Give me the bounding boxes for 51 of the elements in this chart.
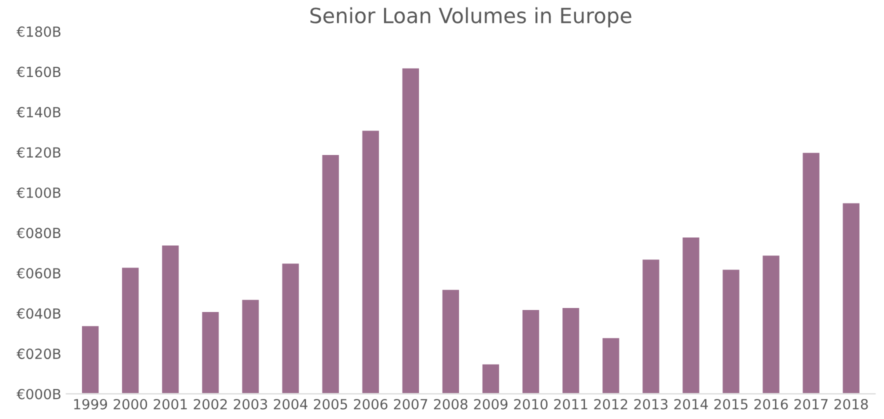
x-tick-label: 2017 [794, 398, 828, 410]
bar [681, 236, 701, 394]
x-tick-label: 2016 [754, 398, 788, 410]
bar [841, 202, 861, 394]
bar [721, 268, 741, 394]
y-tick-label: €160B [16, 66, 60, 78]
y-tick-label: €080B [16, 228, 60, 238]
bar [200, 310, 220, 394]
x-tick-label: 2011 [554, 398, 588, 410]
bar [80, 324, 100, 394]
bar [521, 308, 540, 394]
x-tick-label: 2004 [274, 398, 308, 410]
x-tick-label: 2003 [234, 398, 268, 410]
x-tick-label: 2001 [154, 398, 187, 410]
bar [280, 262, 300, 394]
bar [561, 306, 581, 394]
bar [160, 244, 180, 394]
x-tick-label: 2013 [634, 398, 668, 410]
bar [120, 266, 140, 394]
bar [400, 66, 420, 394]
bar [441, 288, 460, 394]
x-tick-label: 2014 [674, 398, 708, 410]
y-tick-label: €060B [16, 268, 60, 279]
x-tick-label: 2010 [514, 398, 548, 410]
bar [481, 362, 500, 394]
x-tick-label: 2005 [314, 398, 348, 410]
bar [320, 154, 340, 394]
y-tick-label: €020B [16, 348, 60, 360]
x-tick-label: 2009 [474, 398, 508, 410]
y-tick-label: €180B [16, 26, 60, 37]
x-tick-label: 2018 [834, 398, 868, 410]
bar [761, 254, 781, 394]
bar [641, 258, 661, 394]
x-tick-label: 1999 [74, 398, 108, 410]
x-tick-label: 2006 [354, 398, 388, 410]
x-tick-label: 2012 [594, 398, 628, 410]
x-tick-label: 2002 [194, 398, 227, 410]
x-tick-label: 2007 [394, 398, 428, 410]
x-tick-label: 2015 [714, 398, 748, 410]
x-tick-label: 2008 [434, 398, 468, 410]
bar [601, 336, 621, 394]
y-tick-label: €040B [16, 308, 60, 319]
y-tick-label: €120B [16, 147, 60, 158]
y-tick-label: €000B [16, 388, 60, 400]
y-tick-label: €140B [16, 106, 60, 118]
x-tick-label: 2000 [114, 398, 148, 410]
bar [801, 152, 821, 394]
chart-title: Senior Loan Volumes in Europe [310, 7, 632, 28]
y-tick-label: €100B [16, 187, 60, 198]
bar [360, 129, 380, 394]
bar [240, 298, 260, 394]
